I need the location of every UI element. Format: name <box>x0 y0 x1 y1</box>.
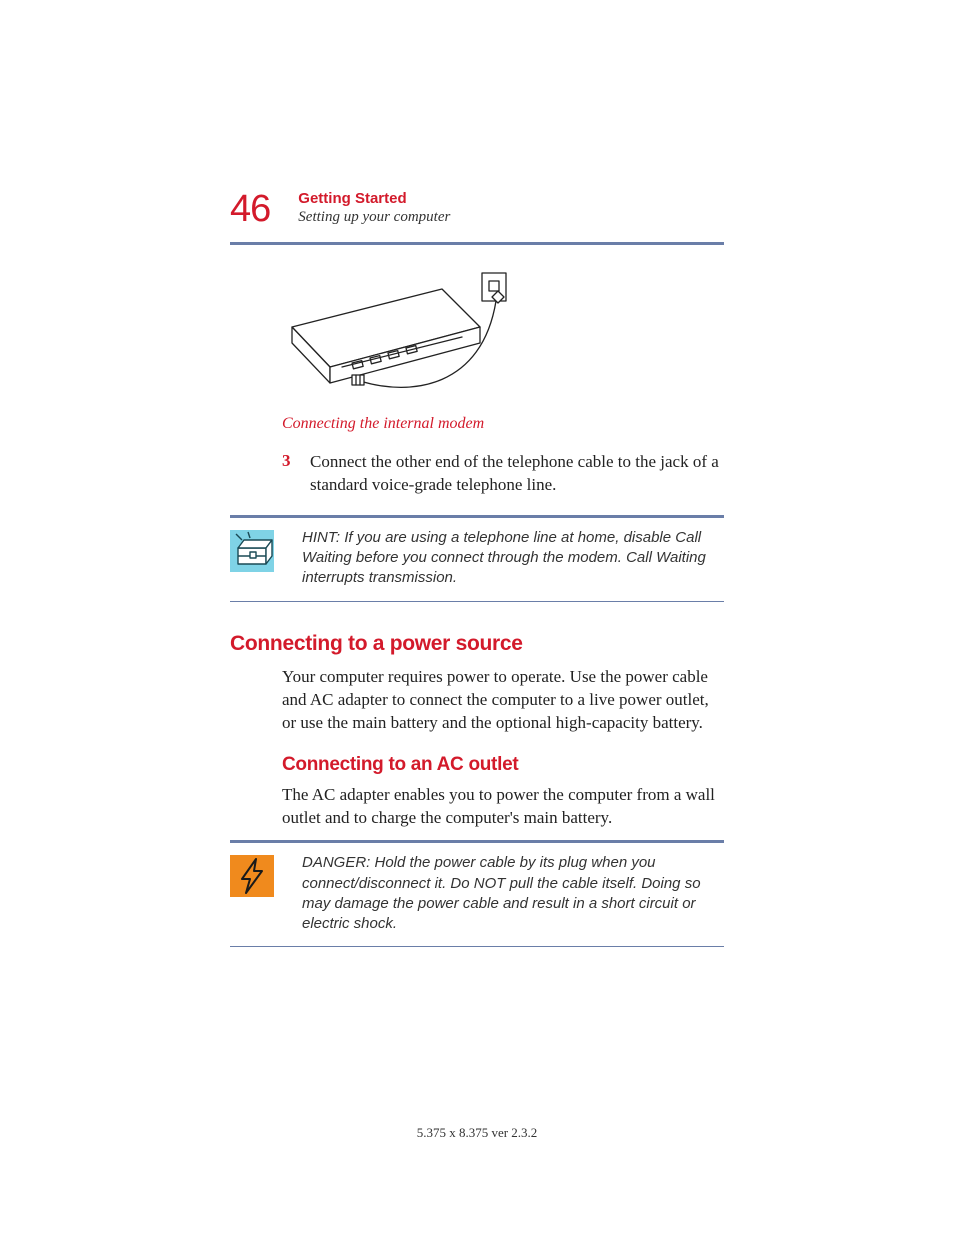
figure-caption: Connecting the internal modem <box>282 415 724 433</box>
page-header: 46 Getting Started Setting up your compu… <box>230 190 724 228</box>
step-text: Connect the other end of the telephone c… <box>310 451 724 497</box>
page-number: 46 <box>230 190 270 228</box>
step-number: 3 <box>282 451 310 497</box>
hint-icon <box>230 528 288 572</box>
danger-callout: DANGER: Hold the power cable by its plug… <box>230 840 724 947</box>
manual-page: 46 Getting Started Setting up your compu… <box>0 0 954 1235</box>
step-3: 3 Connect the other end of the telephone… <box>282 451 724 497</box>
page-footer: 5.375 x 8.375 ver 2.3.2 <box>0 1125 954 1141</box>
ac-outlet-body: The AC adapter enables you to power the … <box>282 784 724 830</box>
power-source-body: Your computer requires power to operate.… <box>282 666 724 735</box>
hint-text: HINT: If you are using a telephone line … <box>288 528 724 589</box>
section-subtitle: Setting up your computer <box>298 209 450 226</box>
heading-power-source: Connecting to a power source <box>230 632 724 656</box>
header-text: Getting Started Setting up your computer <box>298 190 450 226</box>
header-rule <box>230 242 724 245</box>
danger-icon <box>230 853 288 897</box>
danger-text: DANGER: Hold the power cable by its plug… <box>288 853 724 934</box>
modem-figure <box>282 267 522 407</box>
hint-rule-bottom <box>230 601 724 602</box>
hint-callout: HINT: If you are using a telephone line … <box>230 515 724 602</box>
heading-ac-outlet: Connecting to an AC outlet <box>282 754 724 776</box>
modem-figure-svg <box>282 267 522 407</box>
chapter-title: Getting Started <box>298 190 450 207</box>
danger-rule-bottom <box>230 946 724 947</box>
